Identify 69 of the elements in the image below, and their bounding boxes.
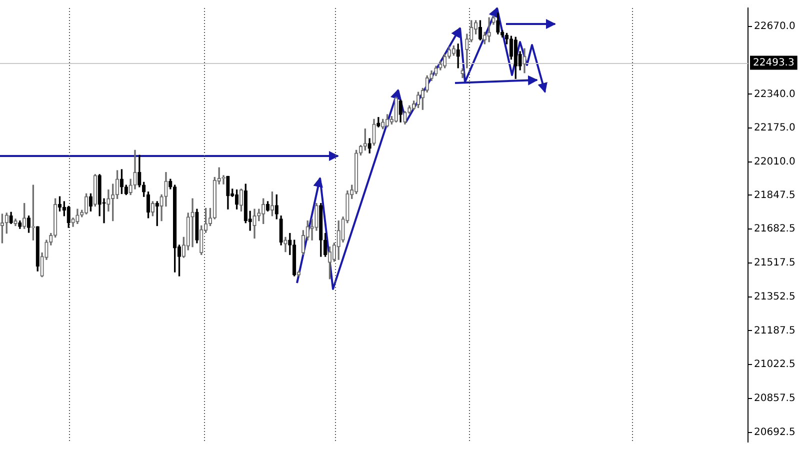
candlestick — [447, 46, 452, 59]
candlestick — [212, 176, 216, 220]
candlestick — [442, 54, 447, 68]
candlestick — [22, 203, 26, 229]
candlestick — [128, 178, 132, 196]
candlestick — [403, 111, 407, 124]
y-tick-label: 20692.5 — [754, 426, 796, 438]
candlestick — [120, 169, 124, 194]
candlestick — [456, 44, 460, 68]
candlestick — [124, 184, 128, 196]
candlestick — [487, 17, 491, 42]
candlestick — [292, 240, 296, 276]
candlestick — [76, 208, 80, 224]
y-tick-label: 21352.5 — [754, 291, 796, 302]
y-tick-label: 20857.5 — [754, 392, 796, 404]
y-tick-label: 21517.5 — [754, 258, 796, 269]
candlestick — [416, 92, 420, 108]
candlestick — [190, 198, 194, 248]
candlestick — [301, 230, 306, 255]
candlestick — [98, 174, 102, 216]
candlestick — [492, 15, 496, 25]
candlestick — [226, 176, 230, 210]
candlestick — [314, 203, 318, 231]
candlestick — [150, 201, 155, 216]
candlestick — [31, 184, 36, 240]
y-tick-label: 22175.0 — [754, 122, 796, 134]
candlestick — [478, 20, 482, 40]
candlestick — [36, 226, 40, 272]
candlestick — [4, 212, 8, 234]
candlestick — [168, 178, 172, 190]
candlestick — [0, 214, 4, 244]
candlestick — [14, 218, 18, 226]
candlestick — [262, 198, 266, 224]
y-tick-label: 21022.5 — [754, 359, 796, 370]
candlestick — [222, 175, 226, 184]
candlestick — [93, 174, 97, 207]
candlestick — [26, 216, 31, 233]
candlestick — [106, 189, 110, 212]
candlestick — [160, 194, 164, 222]
candlestick — [208, 208, 212, 226]
candlestick — [18, 220, 22, 229]
candlestick — [9, 212, 13, 224]
candlestick — [266, 201, 270, 212]
candlestick — [296, 270, 301, 276]
y-tick-label: 21187.5 — [754, 325, 796, 336]
candlestick — [244, 184, 248, 224]
candlestick — [284, 236, 288, 252]
y-tick-label: 21682.5 — [754, 224, 796, 235]
candlestick — [146, 192, 150, 218]
ref-line-label: 22493.3 — [753, 57, 794, 68]
candlestick — [460, 68, 464, 78]
candlestick — [270, 192, 274, 216]
y-tick-label: 22670.0 — [754, 21, 796, 32]
candlestick — [155, 201, 159, 226]
candlestick — [133, 150, 137, 190]
y-tick-label: 22010.0 — [754, 156, 796, 168]
candlestick — [164, 172, 168, 207]
candlestick — [71, 218, 75, 227]
candlestick — [84, 193, 88, 214]
candlestick — [434, 66, 438, 76]
candlestick — [173, 184, 177, 272]
candlestick — [88, 193, 93, 212]
candlestick — [58, 196, 62, 212]
y-tick-label: 22340.0 — [754, 88, 796, 100]
candlestick — [252, 208, 256, 239]
y-tick-label: 21847.5 — [754, 190, 796, 201]
candlestick — [408, 105, 412, 114]
candlestick — [279, 216, 283, 246]
candlestick — [195, 208, 199, 244]
